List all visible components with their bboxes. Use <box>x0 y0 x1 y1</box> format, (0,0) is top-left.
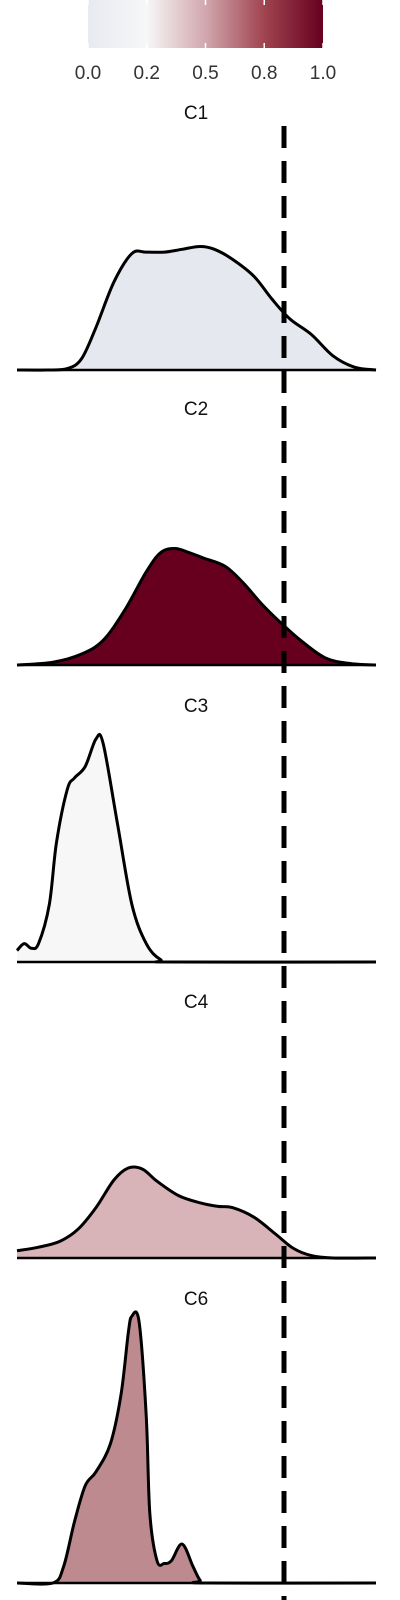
panel-c3: C3 <box>15 696 377 964</box>
panel-c6: C6 <box>16 1289 377 1586</box>
panel-title: C2 <box>184 399 208 420</box>
density-curve <box>15 732 377 964</box>
panel-title: C1 <box>184 103 208 124</box>
colorbar-tick-label: 0.8 <box>251 63 277 84</box>
colorbar-tick-label: 1.0 <box>310 63 336 84</box>
colorbar-tick-label: 0.0 <box>75 63 101 84</box>
panel-c2: C2 <box>16 399 377 667</box>
density-area <box>17 1311 376 1585</box>
panel-title: C3 <box>184 696 208 717</box>
density-area <box>17 734 376 963</box>
panel-title: C6 <box>184 1289 208 1310</box>
density-area <box>17 1167 376 1259</box>
density-curve <box>16 244 377 372</box>
density-curve <box>16 1165 377 1260</box>
panel-c4: C4 <box>16 992 377 1260</box>
density-area <box>17 246 376 371</box>
density-curve <box>16 1310 377 1586</box>
panels: C1 C2 C3 C4 C6 <box>15 103 377 1586</box>
colorbar-ticks <box>87 0 324 48</box>
colorbar-tick-label: 0.5 <box>192 63 218 84</box>
panel-title: C4 <box>184 992 209 1013</box>
colorbar: 0.0 0.2 0.5 0.8 1.0 <box>75 0 336 84</box>
colorbar-bar <box>88 0 323 48</box>
density-curve <box>16 547 377 667</box>
colorbar-tick-label: 0.2 <box>134 63 160 84</box>
colorbar-tick-labels: 0.0 0.2 0.5 0.8 1.0 <box>75 63 336 84</box>
density-area <box>17 548 376 665</box>
panel-c1: C1 <box>16 103 377 372</box>
